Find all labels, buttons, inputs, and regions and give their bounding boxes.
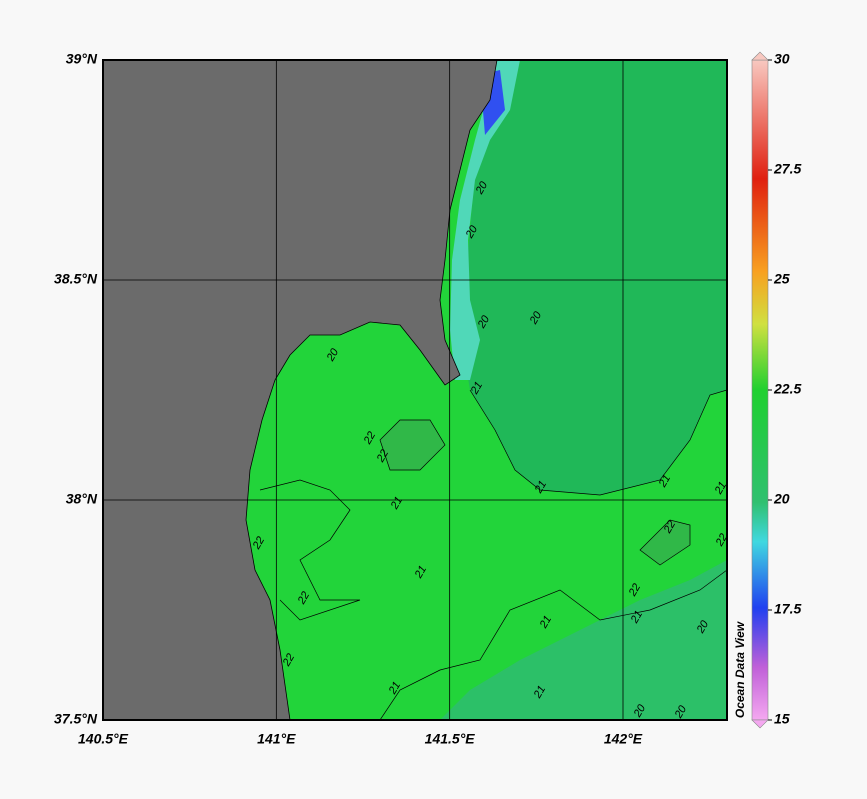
contour-label: 21 [468,380,485,397]
contour-label: 21 [712,480,729,497]
contour-line [259,479,361,621]
contour-line [469,389,727,496]
y-tick-label: 38.5°N [54,271,98,287]
contour-label: 21 [386,680,403,697]
colorbar-arrow [751,719,769,729]
contour-line [379,569,727,720]
map-frame [102,59,728,721]
colorbar-arrow [751,51,769,61]
colorbar-tick-label: 20 [773,491,790,507]
contour-label: 22 [250,535,267,552]
colorbar-tick-label: 22.5 [773,381,801,397]
contour-label: 21 [388,495,405,512]
contour-label: 21 [531,684,548,701]
watermark: Ocean Data View [733,621,747,718]
colorbar-tick-label: 25 [773,271,790,287]
contour-label: 21 [412,564,429,581]
colorbar-tick-label: 17.5 [774,601,801,617]
y-tick-label: 37.5°N [54,711,98,727]
contour-label: 22 [626,582,643,599]
contour-label: 22 [280,652,297,669]
y-tick-label: 38°N [66,491,98,507]
contour-label: 21 [532,479,549,496]
offshore-water [440,560,727,720]
x-tick-label: 141°E [257,731,296,747]
colorbar [751,59,769,721]
x-tick-label: 141.5°E [425,731,476,747]
contour-line [379,419,446,471]
contour-label: 21 [656,473,673,490]
contour-label: 22 [374,448,391,465]
contour-label: 22 [661,519,678,536]
colorbar-tick-label: 15 [774,711,790,727]
contour-label: 22 [361,430,378,447]
colorbar-tick-label: 27.5 [773,161,801,177]
contour-label: 22 [295,590,312,607]
y-tick-label: 39°N [66,51,98,67]
x-tick-label: 140.5°E [78,731,129,747]
colorbar-tick-label: 30 [774,51,790,67]
contour-label: 22 [713,532,730,549]
x-tick-label: 142°E [604,731,643,747]
contour-line [639,519,691,566]
coastal-water [450,60,520,380]
offshore-water [460,60,727,495]
contour-label: 21 [537,614,554,631]
contour-label: 21 [628,609,645,626]
land [103,60,498,720]
